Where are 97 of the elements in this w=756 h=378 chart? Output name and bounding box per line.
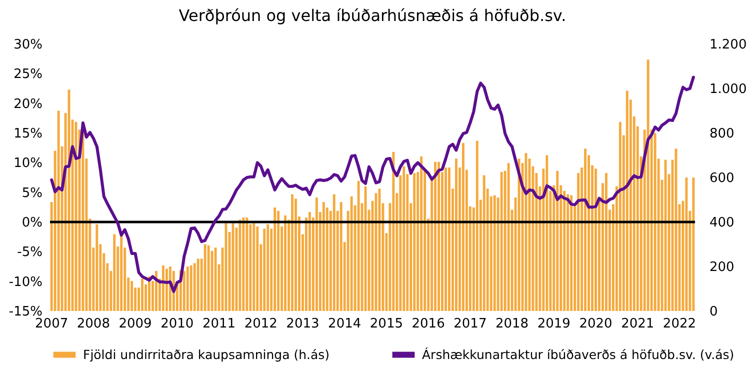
bar (438, 162, 440, 311)
bar (476, 140, 478, 311)
y-tick-label: 5% (22, 186, 42, 201)
bar (96, 224, 98, 311)
bar (434, 162, 437, 311)
bar (165, 268, 168, 311)
bar (322, 202, 325, 311)
y2-tick-label: 1.200 (710, 38, 747, 52)
bar (155, 270, 158, 311)
bar (340, 202, 342, 311)
x-tick-label: 2015 (370, 316, 403, 332)
bar (455, 158, 458, 311)
bar (204, 244, 206, 311)
bar (556, 170, 559, 311)
bar (392, 152, 395, 311)
bar (566, 194, 570, 311)
y2-tick-label: 600 (710, 171, 734, 186)
bar (274, 208, 276, 311)
bar (315, 198, 318, 311)
x-tick-label: 2010 (160, 316, 194, 332)
bar (246, 218, 248, 311)
bar (444, 167, 447, 311)
bar (448, 167, 450, 311)
y-tick-label: 15% (14, 126, 42, 142)
bar (350, 196, 353, 311)
x-tick-label: 2013 (286, 316, 320, 332)
y-tick-label: 20% (14, 96, 42, 112)
bar (182, 270, 186, 311)
bar (186, 266, 189, 311)
bar (546, 155, 548, 311)
bar (654, 133, 656, 311)
bar (646, 60, 650, 311)
bar (507, 163, 510, 311)
x-tick-label: 2019 (537, 316, 570, 332)
bar (626, 90, 628, 311)
x-tick-label: 2008 (76, 316, 110, 332)
x-tick-label: 2020 (579, 316, 612, 332)
y2-tick-label: 200 (710, 260, 734, 275)
x-tick-label: 2018 (495, 316, 529, 332)
bar (238, 220, 242, 311)
y2-tick-label: 800 (710, 126, 734, 142)
x-tick-label: 2017 (454, 316, 487, 332)
bar (462, 143, 464, 311)
bar (618, 122, 622, 311)
bar (162, 265, 164, 311)
y-tick-label: -10% (8, 274, 42, 290)
bar (482, 175, 486, 311)
y2-tick-label: 0 (710, 304, 718, 320)
bar (284, 215, 287, 311)
bar (130, 280, 134, 311)
bar (570, 195, 573, 311)
legend-label: Árshækkunartaktur íbúðaverðs á höfuðb.sv. (v.ás) (422, 346, 734, 362)
bar (692, 178, 695, 311)
bar (685, 178, 688, 311)
chart-title: Verðþróun og velta íbúðarhúsnæðis á höfuðb.sv. (178, 6, 566, 25)
bar (594, 168, 597, 311)
bar (266, 224, 270, 311)
bar (402, 166, 406, 311)
bar (207, 245, 210, 311)
x-tick-label: 2011 (202, 316, 236, 332)
bar (291, 194, 294, 311)
bar (242, 218, 245, 311)
bar (584, 148, 587, 311)
x-tick-label: 2021 (621, 316, 654, 332)
x-tick-label: 2007 (35, 316, 68, 332)
x-tick-label: 2014 (328, 316, 362, 332)
bar (357, 180, 360, 311)
x-tick-label: 2009 (118, 316, 152, 332)
bar (500, 172, 503, 311)
y-tick-label: 0% (22, 216, 42, 230)
bar (190, 265, 192, 311)
bar (413, 173, 416, 311)
y-tick-label: 25% (14, 67, 42, 82)
bar (141, 278, 144, 311)
y2-tick-label: 400 (710, 216, 734, 230)
x-tick-label: 2012 (244, 316, 278, 332)
bar (113, 234, 116, 311)
bar (605, 173, 608, 311)
y-tick-label: -5% (17, 245, 42, 260)
bar (420, 156, 423, 311)
bar (308, 212, 311, 311)
bar (252, 223, 256, 311)
x-tick-label: 2016 (412, 316, 445, 332)
y-tick-label: 10% (14, 156, 42, 172)
legend-label: Fjöldi undirritaðra kaupsamninga (h.ás) (83, 346, 330, 362)
bar (256, 226, 259, 311)
y2-tick-label: 1.000 (710, 82, 747, 97)
bar (232, 223, 234, 311)
line-series (50, 76, 695, 293)
y-tick-label: 30% (14, 38, 42, 52)
bar (277, 210, 280, 311)
bar (332, 194, 336, 311)
bar (120, 235, 123, 311)
bar (196, 258, 200, 311)
bar (493, 195, 496, 311)
x-tick-label: 2022 (662, 316, 696, 332)
bar (57, 110, 60, 311)
